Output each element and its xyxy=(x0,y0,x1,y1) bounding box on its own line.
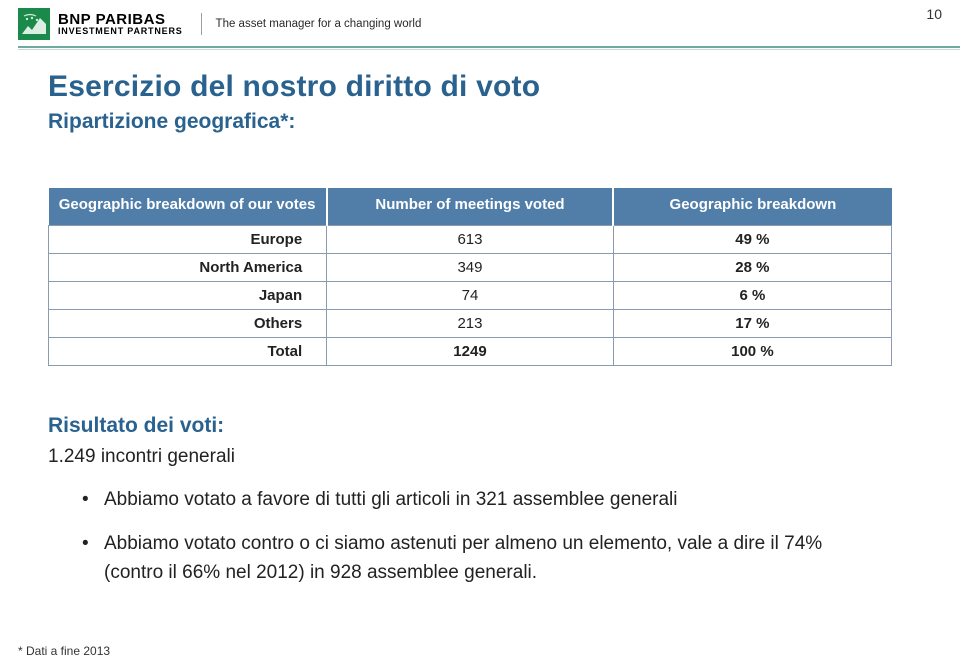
meetings-cell: 349 xyxy=(327,253,614,281)
slide-content: Esercizio del nostro diritto di voto Rip… xyxy=(0,46,960,587)
pct-cell: 28 % xyxy=(613,253,891,281)
region-cell: North America xyxy=(49,253,327,281)
region-cell: Europe xyxy=(49,225,327,253)
geographic-breakdown-table: Geographic breakdown of our votes Number… xyxy=(48,188,892,366)
bullet-item: Abbiamo votato contro o ci siamo astenut… xyxy=(82,530,862,587)
slide-title: Esercizio del nostro diritto di voto xyxy=(48,70,912,104)
slide-header: BNP PARIBAS INVESTMENT PARTNERS The asse… xyxy=(0,0,960,46)
col-header-meetings: Number of meetings voted xyxy=(327,188,614,225)
pct-cell: 100 % xyxy=(613,337,891,365)
logo-text: BNP PARIBAS INVESTMENT PARTNERS xyxy=(58,12,183,36)
pct-cell: 17 % xyxy=(613,309,891,337)
results-bullets: Abbiamo votato a favore di tutti gli art… xyxy=(82,486,912,588)
meetings-cell: 613 xyxy=(327,225,614,253)
col-header-breakdown: Geographic breakdown xyxy=(613,188,891,225)
bnp-logo-icon xyxy=(18,8,50,40)
logo-block: BNP PARIBAS INVESTMENT PARTNERS xyxy=(18,8,183,40)
results-total-line: 1.249 incontri generali xyxy=(48,446,912,468)
page-number: 10 xyxy=(926,6,942,22)
region-cell: Others xyxy=(49,309,327,337)
meetings-cell: 1249 xyxy=(327,337,614,365)
brand-name: BNP PARIBAS xyxy=(58,12,183,27)
slide-subtitle: Ripartizione geografica*: xyxy=(48,110,912,134)
results-block: Risultato dei voti: 1.249 incontri gener… xyxy=(48,414,912,588)
brand-subname: INVESTMENT PARTNERS xyxy=(58,27,183,36)
table-row: Japan746 % xyxy=(49,281,892,309)
tagline: The asset manager for a changing world xyxy=(216,18,422,30)
pct-cell: 49 % xyxy=(613,225,891,253)
header-rule xyxy=(18,46,960,50)
meetings-cell: 213 xyxy=(327,309,614,337)
region-cell: Total xyxy=(49,337,327,365)
col-header-region: Geographic breakdown of our votes xyxy=(49,188,327,225)
bullet-item: Abbiamo votato a favore di tutti gli art… xyxy=(82,486,862,515)
table-row: Others21317 % xyxy=(49,309,892,337)
region-cell: Japan xyxy=(49,281,327,309)
meetings-cell: 74 xyxy=(327,281,614,309)
results-heading: Risultato dei voti: xyxy=(48,414,912,438)
table-header-row: Geographic breakdown of our votes Number… xyxy=(49,188,892,225)
table-row: Europe61349 % xyxy=(49,225,892,253)
header-divider xyxy=(201,13,202,35)
table-row: North America34928 % xyxy=(49,253,892,281)
data-table-wrap: Geographic breakdown of our votes Number… xyxy=(48,188,912,366)
pct-cell: 6 % xyxy=(613,281,891,309)
footnote: * Dati a fine 2013 xyxy=(18,644,110,658)
table-row: Total1249100 % xyxy=(49,337,892,365)
